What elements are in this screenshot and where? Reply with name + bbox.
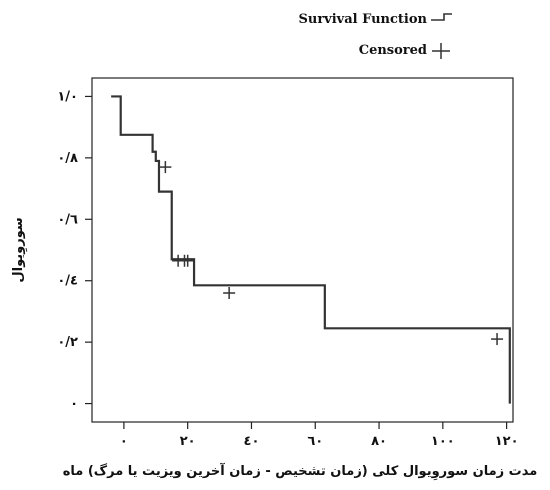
x-axis: ٠ ٢٠ ٤٠ ٦٠ ٨٠ ١٠٠ ١٢٠ <box>120 422 519 449</box>
plot-frame <box>91 77 514 423</box>
legend-label-survival-function: Survival Function <box>298 12 427 27</box>
y-tick-label-4: ٠/٨ <box>57 151 78 166</box>
y-axis-title: سوروِیوال <box>11 217 27 282</box>
x-tick-label-6: ١٢٠ <box>495 434 519 449</box>
legend: Survival Function Censored <box>298 12 452 59</box>
x-tick-label-1: ٢٠ <box>180 434 196 449</box>
x-tick-label-0: ٠ <box>120 434 128 449</box>
legend-swatch-survival-function <box>431 13 452 21</box>
survival-function-line <box>111 95 511 404</box>
legend-swatch-censored <box>432 43 450 59</box>
censored-marker-0 <box>159 161 172 174</box>
censored-marker-4 <box>223 287 236 299</box>
y-tick-label-2: ٠/٤ <box>57 274 78 289</box>
y-tick-label-1: ٠/٢ <box>57 335 78 350</box>
x-tick-label-4: ٨٠ <box>371 434 387 449</box>
censored-marker-3 <box>181 254 194 267</box>
x-tick-label-2: ٤٠ <box>244 434 260 449</box>
legend-label-censored: Censored <box>359 43 427 58</box>
x-tick-label-3: ٦٠ <box>307 434 323 449</box>
plot-area <box>111 95 511 404</box>
y-axis: ٠ ٠/٢ ٠/٤ ٠/٦ ٠/٨ ١/٠ <box>57 89 92 412</box>
x-tick-label-5: ١٠٠ <box>431 434 455 449</box>
censored-marker-5 <box>491 333 504 346</box>
y-tick-label-0: ٠ <box>70 397 78 412</box>
x-axis-title: مدت زمان سوروِیوال کلی (زمان تشخیص - زما… <box>63 462 538 480</box>
y-tick-label-5: ١/٠ <box>57 89 78 104</box>
y-tick-label-3: ٠/٦ <box>57 212 78 227</box>
